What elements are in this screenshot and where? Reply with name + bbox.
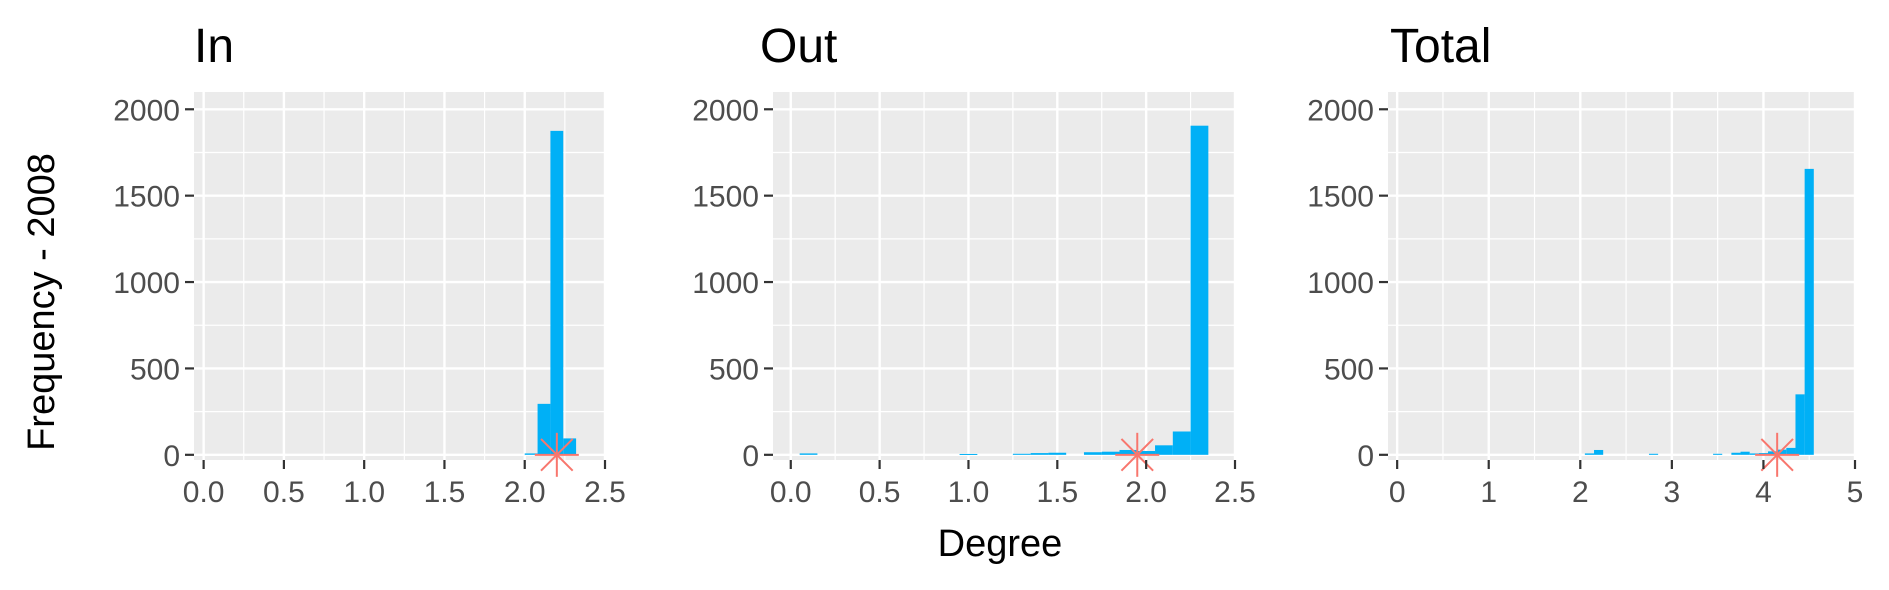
histogram-bar: [1155, 445, 1173, 455]
panel-title: In: [194, 20, 234, 73]
histogram-bar: [1731, 452, 1741, 455]
x-tick-label: 2.0: [1125, 476, 1167, 509]
x-tick-label: 0: [1389, 476, 1406, 509]
y-tick-label: 2000: [692, 94, 759, 127]
histogram-bar: [1083, 452, 1102, 455]
y-tick-label: 2000: [113, 94, 180, 127]
histogram-bar: [1740, 451, 1750, 455]
histogram-bar: [1594, 449, 1604, 455]
panel-in: 0.0 0.5 1.0 1.5 2.0 2.5 0 500 1000 1500 2000 In: [113, 20, 626, 509]
x-tick-label: 1.5: [1036, 476, 1078, 509]
y-tick-label: 500: [130, 353, 180, 386]
marker-stroke: [1120, 438, 1154, 472]
x-tick-label: 1.0: [948, 476, 990, 509]
y-tick-label: 1500: [113, 181, 180, 214]
histogram-bar: [537, 403, 551, 455]
histogram-bar: [1713, 453, 1723, 455]
histogram-bar: [1795, 394, 1805, 455]
y-tick-label: 1000: [113, 267, 180, 300]
x-tick-label: 5: [1847, 476, 1864, 509]
x-tick-label: 0.5: [859, 476, 901, 509]
x-tick-label: 0.5: [263, 476, 305, 509]
histogram-bar: [1137, 451, 1156, 455]
histogram-bar: [1777, 449, 1787, 455]
x-tick-label: 2.0: [504, 476, 546, 509]
marker-stroke: [540, 438, 574, 472]
histogram-bar: [1172, 431, 1191, 455]
y-tick-label: 500: [709, 353, 759, 386]
histogram-bar: [1648, 453, 1659, 455]
mean-marker: [1115, 432, 1160, 477]
panel-background: [1388, 92, 1855, 460]
panel-total: 0 1 2 3 4 5 0 500 1000 1500 2000 Total: [1307, 20, 1863, 509]
histogram-bar: [524, 453, 538, 455]
shared-y-axis-label: Frequency - 2008: [21, 153, 63, 451]
x-tick-label: 1: [1480, 476, 1497, 509]
y-tick-label: 1500: [1307, 181, 1374, 214]
shared-x-axis-label: Degree: [938, 523, 1063, 565]
mean-marker: [1755, 432, 1800, 477]
histogram-bar: [1190, 125, 1209, 455]
y-tick-label: 1000: [692, 267, 759, 300]
histogram-bar: [1804, 168, 1814, 455]
panel-title: Out: [760, 20, 837, 73]
mean-marker: [534, 432, 579, 477]
panel-background: [773, 92, 1235, 460]
x-tick-label: 2.5: [1214, 476, 1256, 509]
histogram-bar: [1768, 451, 1778, 455]
histogram-bar: [1048, 452, 1067, 455]
x-tick-label: 1.0: [343, 476, 385, 509]
y-tick-label: 1000: [1307, 267, 1374, 300]
y-tick-label: 0: [163, 440, 180, 473]
x-tick-label: 2.5: [584, 476, 626, 509]
y-tick-label: 0: [1357, 440, 1374, 473]
histogram-bar: [563, 438, 577, 455]
x-tick-label: 2: [1572, 476, 1589, 509]
histogram-bar: [1119, 449, 1138, 455]
histogram-bar: [1101, 451, 1120, 455]
histogram-bar: [1012, 453, 1031, 455]
histogram-bar: [959, 453, 978, 455]
x-tick-label: 3: [1664, 476, 1681, 509]
y-tick-label: 2000: [1307, 94, 1374, 127]
histogram-bar: [799, 453, 818, 455]
y-tick-label: 0: [742, 440, 759, 473]
marker-stroke: [1760, 438, 1794, 472]
panel-background: [194, 92, 605, 460]
panel-title: Total: [1390, 20, 1491, 73]
histogram-bar: [550, 130, 564, 455]
histogram-bar: [1749, 453, 1759, 455]
y-tick-label: 500: [1324, 353, 1374, 386]
x-tick-label: 0.0: [770, 476, 812, 509]
x-tick-label: 4: [1755, 476, 1772, 509]
histogram-bar: [1786, 447, 1796, 455]
x-tick-label: 0.0: [183, 476, 225, 509]
histogram-bar: [1584, 453, 1595, 455]
x-tick-label: 1.5: [424, 476, 466, 509]
y-tick-label: 1500: [692, 181, 759, 214]
histogram-bar: [1030, 453, 1049, 455]
